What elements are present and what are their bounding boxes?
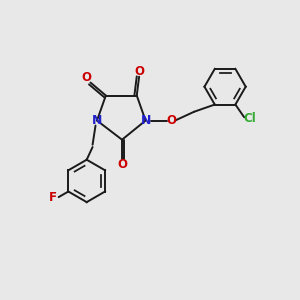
Text: O: O	[117, 158, 127, 171]
Text: O: O	[81, 71, 91, 84]
Text: O: O	[134, 65, 144, 78]
Text: N: N	[92, 114, 102, 127]
Text: O: O	[166, 114, 176, 127]
Text: N: N	[140, 114, 151, 127]
Text: F: F	[49, 190, 57, 204]
Text: Cl: Cl	[244, 112, 256, 125]
